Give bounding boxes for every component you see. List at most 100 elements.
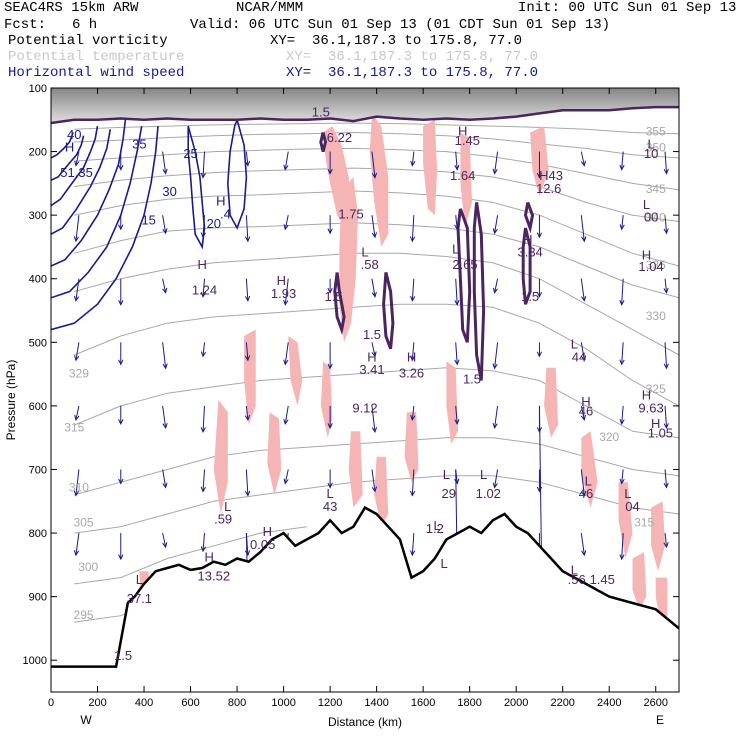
wind-vector-26-head xyxy=(536,232,543,239)
theta-label-4: 335 xyxy=(646,258,666,272)
wind-vector-54-head xyxy=(454,359,460,366)
wind-vector-76-head xyxy=(118,478,124,485)
wind-vector-89 xyxy=(663,469,669,489)
wind-vector-83 xyxy=(409,469,416,497)
wind-vector-56 xyxy=(536,342,543,358)
pv-label-18: H xyxy=(523,232,532,247)
wind-vector-85 xyxy=(492,469,499,489)
pv-label-58: 0.05 xyxy=(250,537,275,552)
wind-vector-77 xyxy=(162,469,168,489)
pv-label-34: 9.63 xyxy=(638,400,663,415)
pv-fill-region-8 xyxy=(213,399,228,514)
pv-fill-region-7 xyxy=(244,329,256,425)
wind-vector-93 xyxy=(200,533,207,553)
pv-label-9: 9.12 xyxy=(352,400,377,415)
theta-contour-315 xyxy=(74,367,679,439)
pv-fill-region-17 xyxy=(618,482,633,559)
pv-label-59: L xyxy=(440,556,447,571)
wind-vector-59-shaft xyxy=(664,342,668,369)
wind-vector-58-head xyxy=(619,359,625,366)
wind-vector-52-head xyxy=(371,351,377,358)
wind-vector-67-shaft xyxy=(371,405,376,432)
pv-label-60: L xyxy=(136,572,143,587)
theta-label-0: 355 xyxy=(646,125,666,139)
wind-vector-6-head xyxy=(327,168,333,175)
wind-vector-22-shaft xyxy=(371,215,376,238)
wind-vector-74 xyxy=(663,405,669,430)
pv-label-28: 1.04 xyxy=(638,259,663,274)
wind-vector-28-head xyxy=(619,224,625,231)
field-xy-pv: XY= 36.1,187.3 to 175.8, 77.0 xyxy=(270,33,523,49)
wind-vector-88-shaft xyxy=(621,469,624,484)
wind-vector-59-head xyxy=(663,363,669,370)
wind-vector-59 xyxy=(663,342,669,370)
wind-vector-92-shaft xyxy=(162,532,167,548)
wind-vector-28-shaft xyxy=(621,215,624,230)
pv-label-22: 12.6 xyxy=(536,181,561,196)
wind-vector-24 xyxy=(454,215,460,231)
pv-label-51: H xyxy=(197,257,206,272)
wind-vector-68-head xyxy=(410,415,416,422)
stratosphere-shading xyxy=(51,88,679,123)
wind-vector-44-shaft xyxy=(664,278,668,293)
wind-vector-30 xyxy=(73,278,80,302)
pv-label-2: 1.75 xyxy=(338,206,363,221)
wind-vector-79-shaft xyxy=(245,469,249,496)
pv-label-50: 1.2 xyxy=(426,521,444,536)
pv-label-13: H xyxy=(458,124,467,139)
wind-vector-51-head xyxy=(327,363,333,370)
y-tick-label-600: 600 xyxy=(29,401,47,413)
wind-vector-78-head xyxy=(200,486,206,493)
wind-vector-75-head xyxy=(73,490,80,497)
wind-vector-66-head xyxy=(327,423,333,430)
y-tick-label-200: 200 xyxy=(29,147,47,159)
wind-vector-24-head xyxy=(454,224,460,231)
wind-vector-68-shaft xyxy=(411,405,415,420)
pv-label-41: L xyxy=(443,467,450,482)
theta-contour-310 xyxy=(74,437,679,496)
wind-vector-10-head xyxy=(492,168,498,175)
wind-vector-34-shaft xyxy=(245,278,249,301)
wind-vector-42-head xyxy=(581,295,587,302)
wind-vector-64-shaft xyxy=(245,405,249,420)
wind-vector-7-head xyxy=(371,172,378,179)
wind-vector-40 xyxy=(492,278,499,294)
wind-vector-7-shaft xyxy=(371,151,376,178)
pv-label-44: 1.02 xyxy=(476,486,501,501)
wind-vector-70 xyxy=(492,405,499,430)
wind-vector-25-head xyxy=(492,228,498,235)
wind-vector-9-head xyxy=(454,164,460,171)
wind-vector-64-head xyxy=(244,415,251,422)
x-tick-label-1800: 1800 xyxy=(457,697,481,709)
pv-label-63: L xyxy=(571,562,578,577)
pv-fill-region-19 xyxy=(632,552,647,610)
wind-vector-91-head xyxy=(118,554,124,561)
wind-label-8: 15 xyxy=(141,213,155,228)
wind-vector-13-shaft xyxy=(621,151,624,170)
pv-label-23: L xyxy=(647,136,654,151)
wind-vector-82-head xyxy=(371,486,377,493)
wind-vector-65-head xyxy=(283,418,289,426)
wind-vector-62-head xyxy=(162,422,168,430)
wind-vector-14-head xyxy=(663,168,669,175)
wind-vector-48-shaft xyxy=(202,342,206,357)
wind-vector-41-head xyxy=(536,291,543,298)
wind-vector-75 xyxy=(73,469,80,497)
wind-vector-35-head xyxy=(283,299,289,306)
wind-vector-98-shaft xyxy=(411,533,415,556)
wind-vector-40-shaft xyxy=(494,278,499,293)
x-tick-label-2600: 2600 xyxy=(643,697,667,709)
wind-vector-60-head xyxy=(74,414,80,422)
pv-label-17: 2.65 xyxy=(452,257,477,272)
wind-vector-23 xyxy=(409,215,416,243)
wind-vector-66 xyxy=(327,405,333,430)
wind-vector-32-head xyxy=(162,287,168,294)
wind-vector-94-head xyxy=(244,550,251,557)
theta-label-14: 295 xyxy=(74,608,94,622)
wind-contour-30-4 xyxy=(51,125,99,207)
wind-label-1: 35 xyxy=(132,136,146,151)
wind-vector-64 xyxy=(244,405,251,422)
wind-vector-81-head xyxy=(327,482,333,489)
wind-vector-27 xyxy=(580,215,587,243)
wind-vector-11 xyxy=(536,151,543,179)
